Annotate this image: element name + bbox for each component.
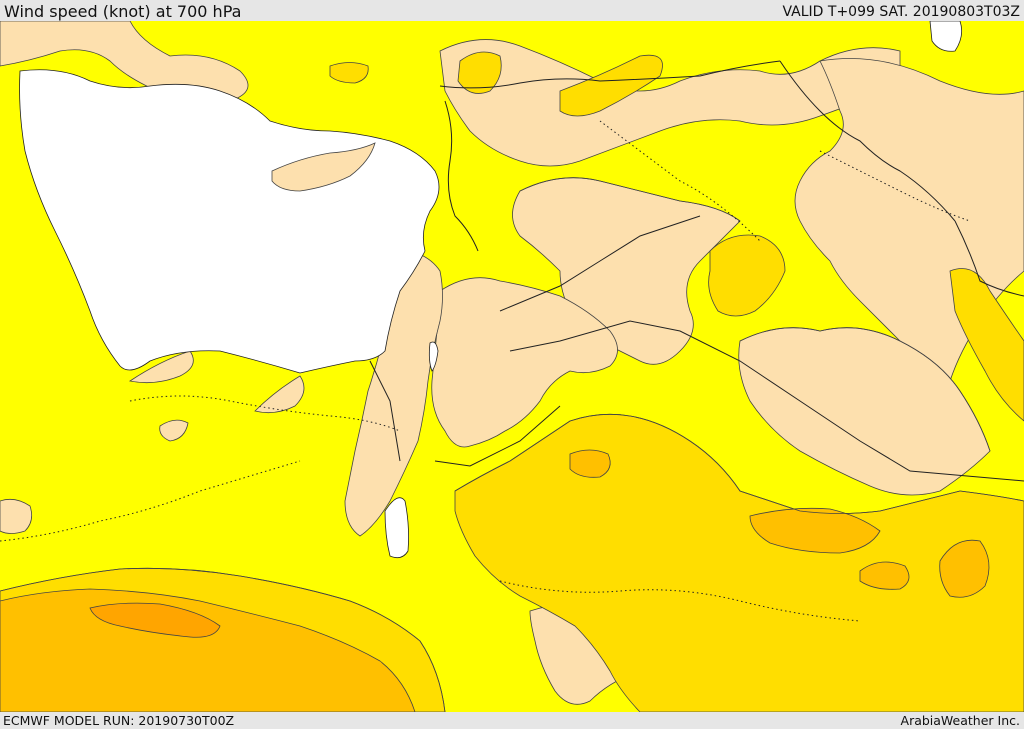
valid-time: VALID T+099 SAT. 20190803T03Z — [782, 4, 1020, 20]
lake-north — [929, 21, 963, 52]
moderate-zone-turkey-east — [559, 54, 663, 117]
moderate-zone-syria-north — [457, 51, 502, 94]
calm-zone-isle — [159, 419, 189, 442]
province-lines — [0, 120, 971, 622]
fresh-zone-saudi-east — [749, 507, 881, 554]
contour-line-4 — [739, 327, 991, 452]
contour-lines — [0, 177, 1024, 712]
calm-zone-jordan-saudi — [431, 277, 618, 448]
province-line-1 — [129, 395, 401, 432]
red-sea-gulf — [384, 497, 409, 559]
strong-zones — [89, 602, 221, 638]
model-run: ECMWF MODEL RUN: 20190730T00Z — [3, 713, 235, 728]
mediterranean-sea — [19, 69, 440, 374]
calm-zone-levant-coast — [344, 250, 443, 537]
cyprus-island — [271, 142, 376, 192]
fresh-zone-gulf-2 — [859, 561, 910, 590]
border-levant-north — [444, 100, 479, 252]
footer-bar: ECMWF MODEL RUN: 20190730T00Z ArabiaWeat… — [0, 712, 1024, 729]
calm-zone-egypt-west — [0, 498, 33, 534]
calm-zone-delta — [128, 350, 194, 384]
moderate-zone-iraq-west — [708, 234, 786, 317]
province-line-3 — [499, 580, 861, 622]
border-syria-iraq — [499, 215, 701, 312]
contour-line-1 — [454, 413, 1024, 514]
border-turkey-syria — [439, 60, 781, 89]
dead-sea — [428, 341, 439, 372]
moderate-zone-north — [329, 62, 369, 84]
wind-speed-map — [0, 21, 1024, 712]
border-iran-gulf — [954, 220, 1024, 297]
border-saudi-jordan-west — [434, 405, 561, 467]
header-bar: Wind speed (knot) at 700 hPa VALID T+099… — [0, 0, 1024, 21]
calm-zone-nile — [254, 375, 305, 414]
fresh-zone-gulf-1 — [939, 539, 990, 598]
province-line-5 — [819, 150, 971, 222]
province-line-2 — [599, 120, 761, 242]
contour-line-3 — [519, 177, 741, 222]
credit: ArabiaWeather Inc. — [900, 713, 1020, 728]
border-egypt-israel — [369, 360, 401, 462]
border-iraq-iran — [779, 60, 956, 222]
country-borders — [369, 60, 1024, 482]
province-line-4 — [0, 460, 301, 542]
border-jordan-saudi — [509, 320, 1024, 482]
fresh-zone-saudi-centre — [569, 449, 611, 478]
contour-line-2 — [0, 567, 446, 712]
strong-zone-sahara — [89, 602, 221, 638]
map-title: Wind speed (knot) at 700 hPa — [4, 2, 242, 21]
